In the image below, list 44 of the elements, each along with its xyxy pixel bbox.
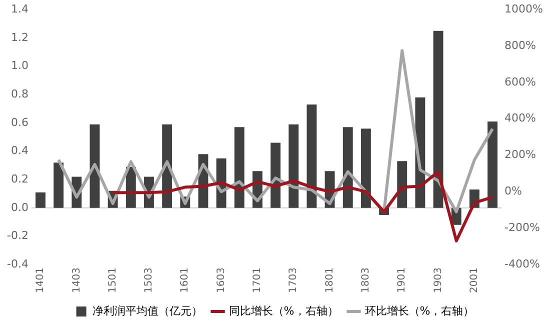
x-tick-label: 1903 [432,268,444,294]
y-tick-label: -0.4 [6,257,28,270]
y-tick-label: 0.0 [10,200,28,214]
y-tick-label: 0.8 [10,87,28,100]
y2-tick-label: 800% [504,38,536,52]
x-tick-label: 1501 [107,268,118,294]
bar [270,142,281,208]
bar [306,104,317,208]
x-tick-label: 1701 [252,268,264,294]
y-tick-label: 0.2 [10,172,28,186]
x-tick-label: 1703 [288,268,300,294]
bar [360,128,371,208]
y-tick-label: -0.2 [6,229,28,242]
bar [288,124,299,208]
y-tick-label: 0.6 [10,116,28,129]
legend-label: 同比增长（%，右轴） [228,304,338,318]
y2-tick-label: 0% [504,184,522,198]
y2-tick-label: -400% [504,257,540,270]
y2-tick-label: -200% [504,220,540,234]
x-tick-label: 1801 [324,268,336,294]
y-tick-label: 1.2 [10,30,28,44]
x-tick-label: 1601 [180,268,191,294]
bar [234,127,244,208]
y2-tick-label: 1000% [504,2,544,16]
bar [54,162,64,208]
bar [488,121,498,208]
legend-label: 净利润平均值（亿元） [92,304,202,318]
x-tick-label: 1603 [216,268,227,294]
y-tick-label: 1.0 [10,59,28,72]
y2-tick-label: 200% [504,148,536,162]
bar [36,192,46,208]
x-tick-label: 1503 [144,268,155,294]
y-tick-label: 1.4 [10,2,28,16]
x-tick-label: 1403 [71,268,82,294]
bar [397,161,408,208]
legend-label: 环比增长（%，右轴） [364,304,474,318]
x-tick-label: 2001 [469,268,480,294]
bar [433,30,444,208]
y2-tick-label: 600% [504,75,536,88]
x-tick-label: 1401 [35,268,46,294]
y2-tick-label: 400% [504,112,536,125]
x-tick-label: 1901 [396,268,408,294]
x-tick-label: 1803 [360,268,372,294]
y-tick-label: 0.4 [10,144,28,158]
